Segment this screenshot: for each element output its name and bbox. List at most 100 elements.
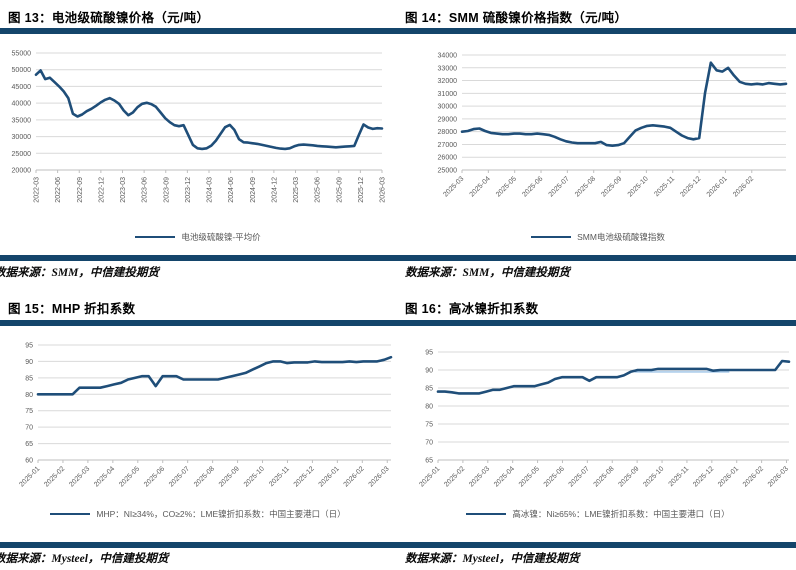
svg-text:2025-04: 2025-04 xyxy=(93,465,116,488)
svg-text:35000: 35000 xyxy=(12,117,32,124)
svg-text:29000: 29000 xyxy=(438,116,458,123)
svg-text:2025-03: 2025-03 xyxy=(68,465,91,488)
svg-text:65: 65 xyxy=(425,458,433,465)
svg-text:2023-03: 2023-03 xyxy=(120,177,127,203)
fig16-legend-line-swatch xyxy=(466,512,507,516)
svg-text:85: 85 xyxy=(425,386,433,393)
fig15-source: 数据来源：Mysteel，中信建投期货 xyxy=(0,553,169,565)
fig16-legend-label: 高冰镍：Ni≥65%：LME镍折扣系数：中国主要港口（日） xyxy=(512,509,730,519)
svg-text:85: 85 xyxy=(25,375,33,382)
svg-text:28000: 28000 xyxy=(438,129,458,136)
svg-text:25000: 25000 xyxy=(12,151,32,158)
svg-text:2026-01: 2026-01 xyxy=(706,175,729,198)
svg-text:2025-10: 2025-10 xyxy=(243,465,266,488)
svg-text:2025-06: 2025-06 xyxy=(521,175,544,198)
svg-text:95: 95 xyxy=(425,350,433,357)
svg-text:2024-12: 2024-12 xyxy=(271,177,278,203)
fig14-legend-label: SMM电池级硫酸镍指数 xyxy=(577,232,665,242)
svg-text:26000: 26000 xyxy=(438,155,458,162)
svg-text:2025-11: 2025-11 xyxy=(668,465,691,488)
fig16-legend: 高冰镍：Ni≥65%：LME镍折扣系数：中国主要港口（日） xyxy=(400,508,796,520)
svg-text:2025-09: 2025-09 xyxy=(617,465,640,488)
svg-text:2025-04: 2025-04 xyxy=(493,465,516,488)
svg-text:2025-08: 2025-08 xyxy=(593,465,616,488)
svg-text:45000: 45000 xyxy=(12,84,32,91)
svg-text:2025-05: 2025-05 xyxy=(118,465,141,488)
svg-text:2025-03: 2025-03 xyxy=(442,175,465,198)
svg-text:2025-12: 2025-12 xyxy=(679,175,702,198)
separator-bar-row2 xyxy=(0,542,796,548)
svg-text:90: 90 xyxy=(425,368,433,375)
svg-text:50000: 50000 xyxy=(12,67,32,74)
svg-text:2026-03: 2026-03 xyxy=(767,465,790,488)
svg-text:65: 65 xyxy=(25,441,33,448)
svg-text:2025-07: 2025-07 xyxy=(548,175,571,198)
svg-text:2026-01: 2026-01 xyxy=(318,465,341,488)
svg-text:2026-02: 2026-02 xyxy=(732,175,755,198)
svg-text:2025-05: 2025-05 xyxy=(495,175,518,198)
fig14-legend: SMM电池级硫酸镍指数 xyxy=(400,231,796,243)
fig14-source: 数据来源：SMM，中信建投期货 xyxy=(405,267,570,279)
svg-text:2024-03: 2024-03 xyxy=(207,177,214,203)
svg-text:2025-11: 2025-11 xyxy=(268,465,291,488)
fig14-title: 图 14：SMM 硫酸镍价格指数（元/吨） xyxy=(405,11,628,25)
title-underline-bar-row1 xyxy=(0,28,796,34)
svg-text:2025-09: 2025-09 xyxy=(336,177,343,203)
fig13-legend-line-swatch xyxy=(135,235,176,239)
svg-text:70: 70 xyxy=(425,440,433,447)
svg-text:2023-12: 2023-12 xyxy=(185,177,192,203)
svg-text:2025-09: 2025-09 xyxy=(218,465,241,488)
svg-text:2025-12: 2025-12 xyxy=(293,465,316,488)
svg-text:2025-09: 2025-09 xyxy=(600,175,623,198)
svg-text:60: 60 xyxy=(25,458,33,465)
fig13-title: 图 13：电池级硫酸镍价格（元/吨） xyxy=(8,11,210,25)
svg-text:30000: 30000 xyxy=(438,104,458,111)
svg-text:2025-12: 2025-12 xyxy=(358,177,365,203)
svg-text:2026-01: 2026-01 xyxy=(717,465,740,488)
svg-text:55000: 55000 xyxy=(12,51,32,58)
fig13-legend-label: 电池级硫酸镍-平均价 xyxy=(181,232,261,242)
svg-text:2026-03: 2026-03 xyxy=(368,465,391,488)
svg-text:2023-09: 2023-09 xyxy=(163,177,170,203)
svg-text:90: 90 xyxy=(25,359,33,366)
fig14-line-chart: 34000 33000 32000 31000 30000 29000 28000 27000… xyxy=(438,53,788,199)
svg-text:2025-06: 2025-06 xyxy=(143,465,166,488)
fig16-title: 图 16：高冰镍折扣系数 xyxy=(405,302,539,316)
svg-text:2025-01: 2025-01 xyxy=(418,465,441,488)
svg-text:2025-12: 2025-12 xyxy=(692,465,715,488)
svg-text:2026-02: 2026-02 xyxy=(742,465,765,488)
fig16-source: 数据来源：Mysteel，中信建投期货 xyxy=(405,553,580,565)
svg-text:2025-05: 2025-05 xyxy=(518,465,541,488)
svg-text:31000: 31000 xyxy=(438,91,458,98)
svg-text:70: 70 xyxy=(25,425,33,432)
fig15-legend: MHP：NI≥34%，CO≥2%：LME镍折扣系数：中国主要港口（日） xyxy=(0,508,396,520)
svg-text:2025-03: 2025-03 xyxy=(468,465,491,488)
svg-text:2025-06: 2025-06 xyxy=(543,465,566,488)
svg-text:2022-03: 2022-03 xyxy=(34,177,41,203)
svg-text:34000: 34000 xyxy=(438,53,458,60)
svg-text:2024-09: 2024-09 xyxy=(250,177,257,203)
svg-text:25000: 25000 xyxy=(438,168,458,175)
svg-text:2025-07: 2025-07 xyxy=(168,465,191,488)
fig14-legend-line-swatch xyxy=(531,235,572,239)
svg-text:80: 80 xyxy=(25,392,33,399)
fig13-source: 数据来源：SMM，中信建投期货 xyxy=(0,267,159,279)
svg-text:2023-06: 2023-06 xyxy=(142,177,149,203)
svg-text:40000: 40000 xyxy=(12,101,32,108)
svg-text:2025-08: 2025-08 xyxy=(574,175,597,198)
svg-text:75: 75 xyxy=(25,408,33,415)
svg-text:20000: 20000 xyxy=(12,168,32,175)
svg-text:2025-07: 2025-07 xyxy=(568,465,591,488)
fig15-legend-line-swatch xyxy=(50,512,91,516)
svg-text:2022-06: 2022-06 xyxy=(55,177,62,203)
svg-text:2022-09: 2022-09 xyxy=(77,177,84,203)
svg-text:2025-11: 2025-11 xyxy=(653,175,676,198)
svg-text:2025-02: 2025-02 xyxy=(43,465,66,488)
svg-text:30000: 30000 xyxy=(12,134,32,141)
svg-text:2024-06: 2024-06 xyxy=(228,177,235,203)
svg-text:27000: 27000 xyxy=(438,142,458,149)
svg-text:2026-03: 2026-03 xyxy=(380,177,387,203)
fig15-title: 图 15：MHP 折扣系数 xyxy=(8,302,136,316)
